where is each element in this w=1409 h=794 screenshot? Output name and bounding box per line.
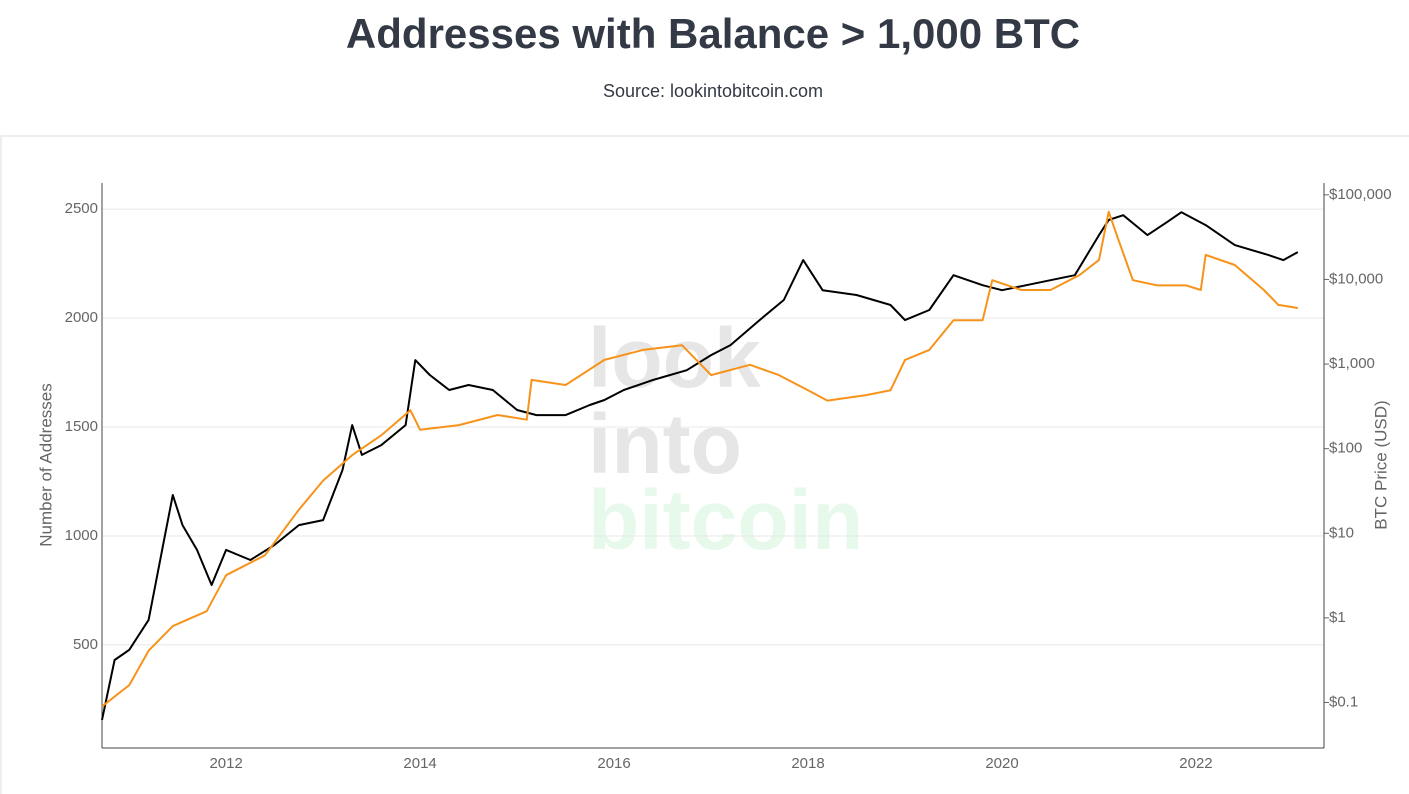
x-tick-label: 2014: [403, 755, 436, 772]
x-tick-label: 2012: [209, 755, 242, 772]
y-tick-label: 2500: [65, 200, 98, 217]
y-tick-label: 1500: [65, 418, 98, 435]
chart-subtitle: Source: lookintobitcoin.com: [603, 81, 823, 101]
watermark: look: [588, 311, 761, 405]
x-tick-label: 2022: [1179, 755, 1212, 772]
y-tick-label: 1000: [65, 527, 98, 544]
series-line: [101, 211, 1299, 721]
x-tick-label: 2016: [597, 755, 630, 772]
y-tick-label: 2000: [65, 309, 98, 326]
y-tick-label: 500: [73, 636, 98, 653]
watermark: bitcoin: [588, 473, 863, 567]
y-axis-label: Number of Addresses: [36, 383, 55, 546]
y2-tick-label: $100,000: [1329, 186, 1392, 203]
y2-tick-label: $0.1: [1329, 693, 1358, 710]
y2-tick-label: $1: [1329, 609, 1346, 626]
y2-tick-label: $1,000: [1329, 355, 1375, 372]
x-tick-label: 2020: [985, 755, 1018, 772]
y2-tick-label: $100: [1329, 440, 1362, 457]
chart-title: Addresses with Balance > 1,000 BTC: [346, 10, 1080, 57]
y2-tick-label: $10,000: [1329, 270, 1383, 287]
watermark: into: [588, 397, 742, 491]
y2-tick-label: $10: [1329, 524, 1354, 541]
y2-axis-label: BTC Price (USD): [1371, 400, 1390, 529]
x-tick-label: 2018: [791, 755, 824, 772]
panel: [0, 135, 1409, 794]
series-line: [101, 210, 1298, 708]
